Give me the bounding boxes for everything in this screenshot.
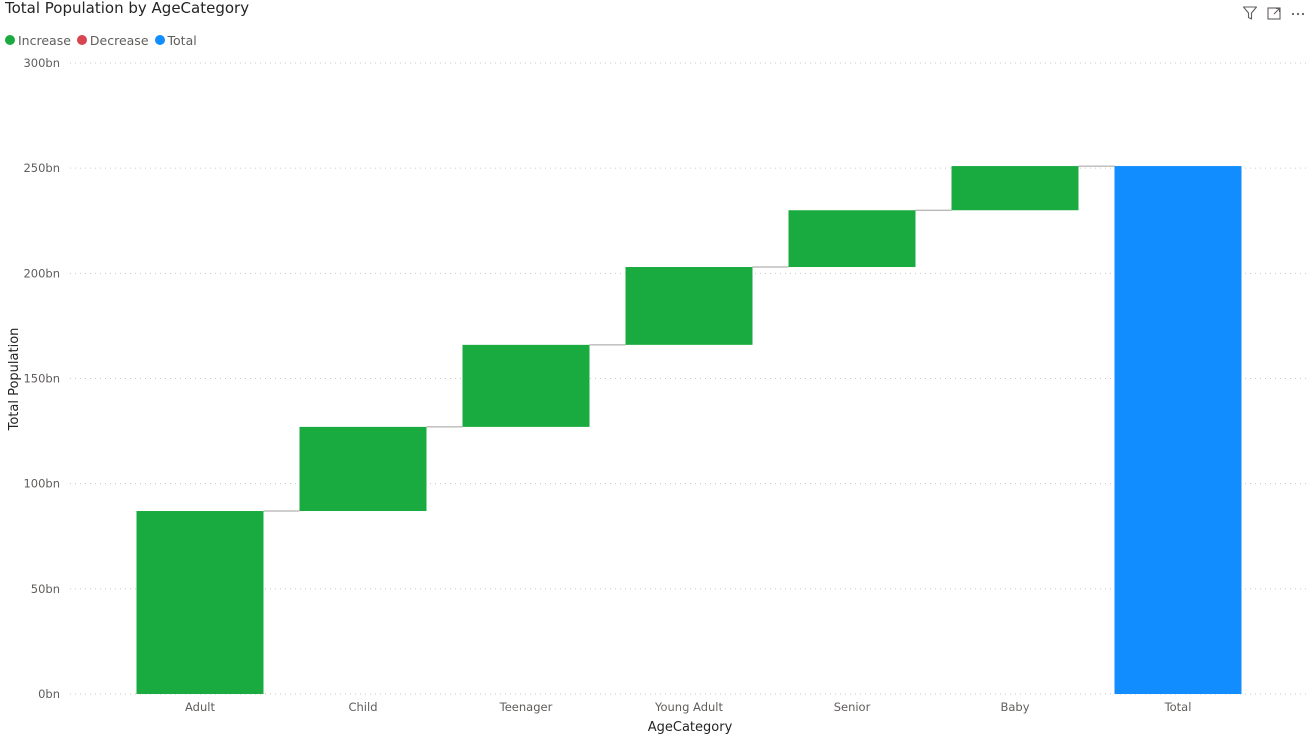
y-tick-label: 300bn (23, 56, 60, 70)
legend-marker-increase (5, 35, 15, 45)
x-tick-label: Adult (185, 700, 215, 714)
waterfall-bar-child[interactable] (299, 426, 427, 512)
y-tick-label: 200bn (23, 266, 60, 280)
more-options-icon[interactable] (1289, 4, 1307, 22)
y-tick-label: 50bn (31, 582, 60, 596)
x-axis-title: AgeCategory (648, 720, 733, 735)
waterfall-bar-young-adult[interactable] (625, 267, 753, 345)
legend-item-total[interactable]: Total (154, 32, 197, 48)
legend-marker-total (154, 35, 165, 45)
legend-label-increase: Increase (18, 32, 71, 48)
x-tick-label: Young Adult (654, 700, 724, 714)
legend-marker-decrease (76, 35, 87, 45)
x-tick-label: Total (1164, 700, 1192, 714)
visual-header-toolbar (1235, 4, 1307, 22)
focus-mode-icon[interactable] (1265, 4, 1283, 22)
chart-legend: Increase Decrease Total (5, 31, 203, 49)
waterfall-bar-total[interactable] (1114, 166, 1242, 694)
waterfall-bar-teenager[interactable] (462, 344, 590, 427)
x-tick-label: Teenager (499, 700, 553, 714)
y-tick-label: 100bn (23, 477, 60, 491)
y-axis-title: Total Population (7, 328, 22, 432)
x-tick-label: Senior (834, 700, 871, 714)
legend-label-total: Total (167, 32, 197, 48)
waterfall-bar-baby[interactable] (951, 166, 1079, 211)
legend-item-decrease[interactable]: Decrease (76, 32, 149, 48)
y-tick-label: 0bn (38, 687, 60, 701)
y-tick-label: 250bn (23, 161, 60, 175)
y-tick-label: 150bn (23, 372, 60, 386)
waterfall-bar-senior[interactable] (788, 210, 916, 268)
filter-icon[interactable] (1241, 4, 1259, 22)
x-tick-label: Child (348, 700, 377, 714)
legend-item-increase[interactable]: Increase (5, 33, 71, 48)
legend-label-decrease: Decrease (89, 32, 149, 48)
chart-title: Total Population by AgeCategory (5, 0, 250, 17)
x-tick-label: Baby (1000, 700, 1029, 714)
waterfall-bar-adult[interactable] (136, 511, 264, 694)
